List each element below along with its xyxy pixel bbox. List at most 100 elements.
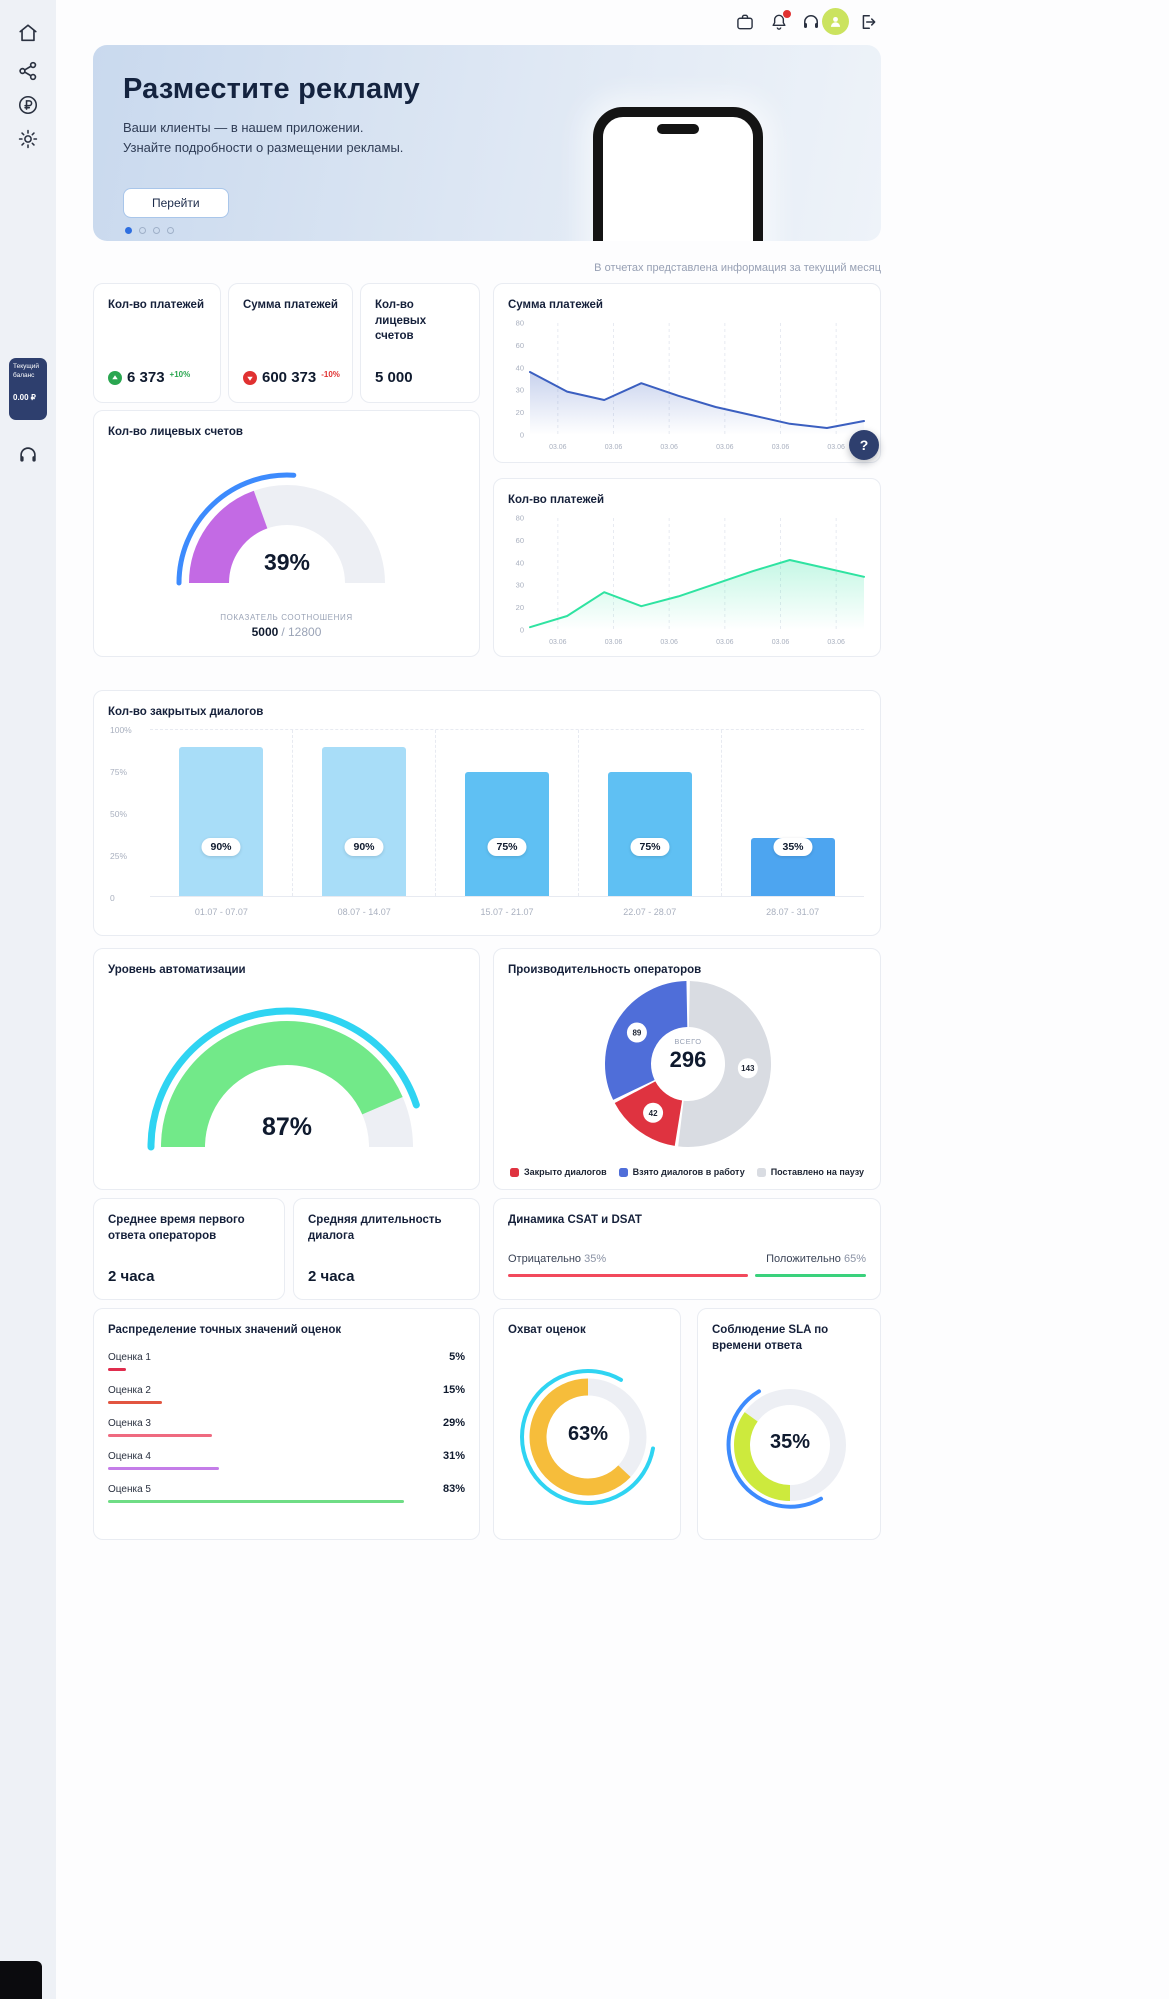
gauge-percent: 39% (263, 549, 311, 575)
gauge-caption: ПОКАЗАТЕЛЬ СООТНОШЕНИЯ (220, 613, 353, 622)
closed-dialogs-chart: 100% 75% 50% 25% 0 90% 90% 75% 75% 35% 01.07 - 07.… (110, 725, 864, 929)
payments-sum-chart: 80 60 40 30 20 0 03.06 03.06 03.06 03.06 03.06 03.0… (502, 314, 874, 456)
bar-value-label: 90% (344, 838, 384, 856)
svg-text:42: 42 (649, 1109, 658, 1118)
rating-bar (108, 1500, 405, 1503)
chart-card-accounts-gauge: Кол-во лицевых счетов 39% ПОКАЗАТЕЛЬ СОО… (93, 410, 480, 657)
bar (179, 746, 263, 896)
help-button[interactable]: ? (849, 430, 879, 460)
rating-label: Оценка 1 (108, 1352, 151, 1363)
settings-gear-icon[interactable] (17, 128, 39, 150)
phone-image (593, 107, 763, 241)
briefcase-icon[interactable] (735, 12, 755, 32)
svg-text:143: 143 (741, 1064, 755, 1073)
legend-swatch (618, 1167, 628, 1177)
chart-card-ratings: Распределение точных значений оценок Оце… (93, 1308, 480, 1540)
rating-bar (108, 1401, 162, 1404)
svg-text:40: 40 (516, 363, 524, 372)
bar-value-label: 75% (630, 838, 670, 856)
rating-bar (108, 1467, 219, 1470)
integrations-icon[interactable] (17, 60, 39, 82)
svg-text:03.06: 03.06 (660, 444, 678, 451)
trend-down-icon (243, 371, 257, 385)
svg-text:0: 0 (520, 431, 524, 440)
rating-row: Оценка 4 31% (108, 1450, 465, 1470)
chart-card-payments-sum: Сумма платежей 80 60 40 30 20 0 03.06 03.06 03.0… (493, 283, 881, 463)
stat-title: Среднее время первого ответа операторов (108, 1214, 245, 1242)
chart-title: Динамика CSAT и DSAT (508, 1214, 642, 1226)
bar (608, 771, 692, 896)
carousel-dot[interactable] (125, 227, 132, 234)
logout-icon[interactable] (858, 12, 878, 32)
chart-title: Кол-во лицевых счетов (108, 426, 243, 438)
chart-title: Соблюдение SLA по времени ответа (712, 1324, 829, 1352)
promo-banner: Разместите рекламу Ваши клиенты — в наше… (93, 45, 881, 241)
bar-value-label: 90% (201, 838, 241, 856)
svg-text:30: 30 (516, 581, 524, 590)
rating-row: Оценка 1 5% (108, 1351, 465, 1371)
bar (322, 746, 406, 896)
carousel-dot[interactable] (153, 227, 160, 234)
ratings-list: Оценка 1 5% Оценка 2 15% Оценка 3 29% Оценка 4… (108, 1351, 465, 1516)
legend-item: Взято диалогов в работу (618, 1167, 745, 1177)
svg-text:03.06: 03.06 (605, 444, 623, 451)
stat-value: 6 373 (127, 369, 165, 386)
stat-delta: +10% (169, 370, 191, 379)
notifications-bell-icon[interactable] (769, 9, 792, 32)
rating-row: Оценка 5 83% (108, 1483, 465, 1503)
svg-text:03.06: 03.06 (827, 639, 845, 646)
csat-negative-line (508, 1274, 748, 1277)
promo-subtitle: Ваши клиенты — в нашем приложении. Узнайт… (123, 120, 404, 156)
user-icon (830, 16, 841, 27)
stat-card-payments-sum: Сумма платежей 600 373 -10% (228, 283, 353, 403)
rating-label: Оценка 3 (108, 1418, 151, 1429)
svg-text:80: 80 (516, 514, 524, 523)
chart-card-operators: Производительность операторов 42 89 143 ВС… (493, 948, 881, 1190)
legend-item: Закрыто диалогов (510, 1167, 607, 1177)
balance-widget[interactable]: Текущий баланс 0.00 ₽ (9, 358, 47, 420)
donut-total-label: ВСЕГО (674, 1037, 702, 1046)
chart-title: Производительность операторов (508, 964, 702, 976)
csat-negative: Отрицательно 35% (508, 1253, 748, 1277)
balance-label: Текущий баланс (13, 363, 39, 379)
stat-value: 5 000 (375, 369, 413, 386)
stat-card-dialog-duration: Средняя длительность диалога 2 часа (293, 1198, 480, 1300)
svg-text:03.06: 03.06 (549, 639, 567, 646)
svg-text:03.06: 03.06 (716, 444, 734, 451)
phone-notch (657, 124, 699, 134)
promo-title: Разместите рекламу (123, 73, 420, 105)
stat-value: 600 373 (262, 369, 317, 386)
automation-gauge-chart: 87% (137, 989, 437, 1159)
ring-percent: 35% (769, 1431, 811, 1453)
home-icon[interactable] (17, 22, 39, 44)
chart-title: Сумма платежей (508, 299, 603, 311)
balance-value: 0.00 ₽ (13, 392, 36, 402)
stat-title: Сумма платежей (243, 299, 338, 311)
promo-button[interactable]: Перейти (123, 188, 229, 218)
donut-total-value: 296 (669, 1047, 707, 1072)
svg-text:40: 40 (516, 558, 524, 567)
headset-icon[interactable] (17, 444, 39, 466)
support-headset-icon[interactable] (801, 12, 821, 32)
rating-label: Оценка 2 (108, 1385, 151, 1396)
chart-title: Уровень автоматизации (108, 964, 246, 976)
svg-text:03.06: 03.06 (605, 639, 623, 646)
rating-row: Оценка 2 15% (108, 1384, 465, 1404)
csat-positive-line (755, 1274, 866, 1277)
svg-text:20: 20 (516, 603, 524, 612)
svg-text:03.06: 03.06 (716, 639, 734, 646)
carousel-dot[interactable] (167, 227, 174, 234)
rating-value: 5% (449, 1351, 465, 1363)
gauge-percent: 87% (261, 1113, 313, 1141)
carousel-dot[interactable] (139, 227, 146, 234)
ring-percent: 63% (567, 1423, 609, 1445)
svg-text:03.06: 03.06 (660, 639, 678, 646)
profile-avatar[interactable] (822, 8, 849, 35)
chart-card-payments-count: Кол-во платежей 80 60 40 30 20 0 03.06 03.06 03.… (493, 478, 881, 657)
svg-text:60: 60 (516, 536, 524, 545)
stat-card-accounts: Кол-во лицевых счетов 5 000 (360, 283, 480, 403)
operators-donut-chart: 42 89 143 ВСЕГО 296 (601, 977, 775, 1151)
chart-card-coverage: Охват оценок 63% (493, 1308, 681, 1540)
chat-widget-button[interactable] (0, 1961, 42, 1999)
payments-ruble-icon[interactable] (17, 94, 39, 116)
